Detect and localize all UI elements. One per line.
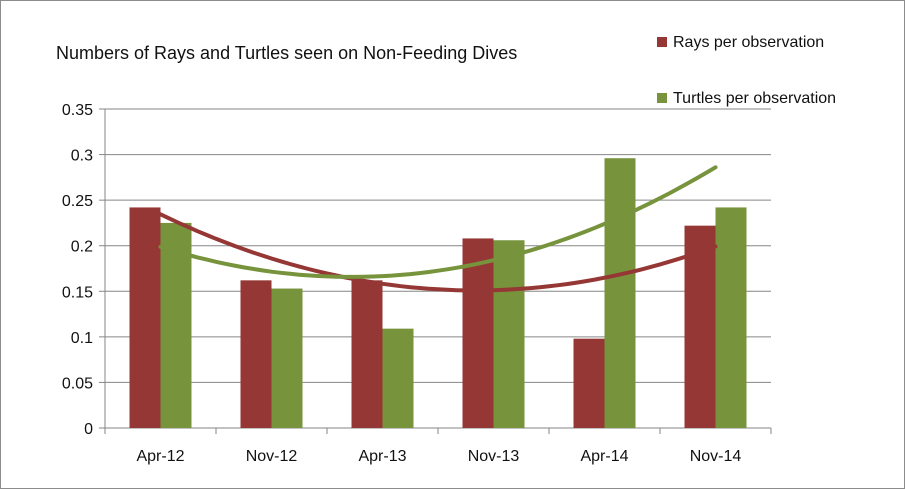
- bar: [129, 207, 161, 428]
- y-tick-label: 0.15: [62, 284, 93, 301]
- bar: [160, 222, 192, 428]
- x-tick-label: Apr-12: [136, 448, 184, 465]
- bar: [493, 240, 525, 428]
- x-tick-label: Apr-14: [580, 448, 628, 465]
- legend-swatch: [657, 93, 667, 103]
- y-tick-label: 0.1: [71, 330, 93, 347]
- x-tick-label: Nov-13: [468, 448, 520, 465]
- y-tick-label: 0: [84, 421, 93, 438]
- x-tick-label: Nov-12: [246, 448, 298, 465]
- trendline: [158, 165, 718, 279]
- bar: [351, 280, 383, 428]
- chart-title: Numbers of Rays and Turtles seen on Non-…: [56, 43, 517, 63]
- trendline: [158, 212, 718, 293]
- y-tick-label: 0.2: [71, 239, 93, 256]
- bar: [684, 225, 716, 428]
- bar: [462, 238, 494, 428]
- bar: [573, 338, 605, 428]
- y-tick-label: 0.3: [71, 148, 93, 165]
- x-tick-label: Nov-14: [690, 448, 742, 465]
- legend: Rays per observation Turtles per observat…: [657, 34, 836, 107]
- gridlines: [105, 108, 771, 383]
- bars: [129, 158, 747, 428]
- bar: [240, 280, 272, 428]
- y-tick-label: 0.05: [62, 375, 93, 392]
- bar: [382, 328, 414, 428]
- y-tick-label: 0.35: [62, 102, 93, 119]
- bar: [271, 288, 303, 428]
- bar: [604, 158, 636, 428]
- x-tick-label: Apr-13: [358, 448, 406, 465]
- axes: [99, 108, 772, 434]
- legend-swatch: [657, 37, 667, 47]
- y-tick-label: 0.25: [62, 193, 93, 210]
- trendlines: [158, 165, 718, 293]
- bar: [715, 207, 747, 428]
- legend-label: Turtles per observation: [673, 90, 836, 107]
- tick-labels: 0 0.05 0.1 0.15 0.2 0.25 0.3 0.35 Apr-12 Nov-12 Ap…: [62, 102, 742, 465]
- legend-label: Rays per observation: [673, 34, 824, 51]
